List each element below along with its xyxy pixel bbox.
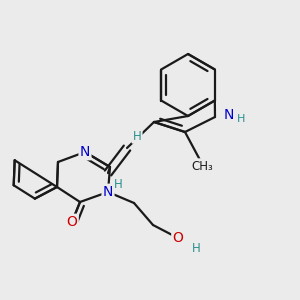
- Text: O: O: [172, 231, 183, 245]
- Text: H: H: [114, 178, 122, 191]
- Text: N: N: [224, 108, 234, 122]
- Text: O: O: [67, 215, 77, 229]
- Text: H: H: [133, 130, 141, 142]
- Text: H: H: [192, 242, 200, 254]
- Text: N: N: [103, 185, 113, 199]
- Text: N: N: [80, 145, 90, 159]
- Text: H: H: [237, 114, 245, 124]
- Text: CH₃: CH₃: [191, 160, 213, 172]
